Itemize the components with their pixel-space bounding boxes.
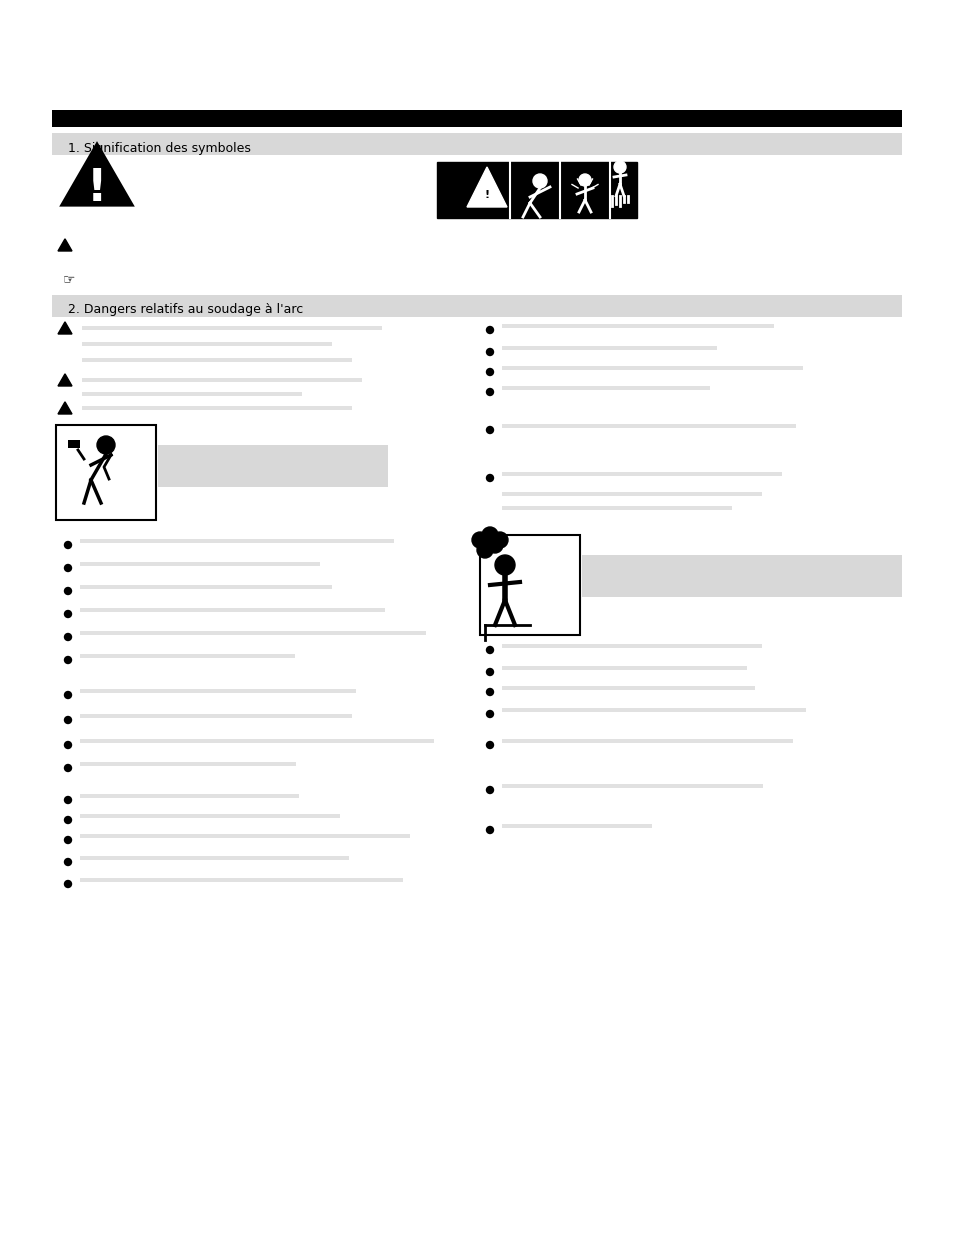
Bar — [82, 326, 381, 330]
Bar — [501, 685, 713, 690]
Circle shape — [65, 858, 71, 866]
Bar — [80, 655, 415, 658]
Bar — [501, 739, 711, 743]
Text: 2. Dangers relatifs au soudage à l'arc: 2. Dangers relatifs au soudage à l'arc — [68, 303, 303, 315]
Bar — [52, 133, 901, 156]
Bar — [82, 391, 302, 396]
Polygon shape — [467, 167, 506, 207]
Circle shape — [472, 532, 488, 548]
Bar — [501, 424, 761, 429]
Bar — [501, 387, 754, 390]
Bar — [501, 366, 793, 370]
Circle shape — [65, 541, 71, 548]
Circle shape — [65, 634, 71, 641]
Circle shape — [65, 657, 71, 663]
Bar — [501, 492, 761, 496]
Polygon shape — [58, 238, 71, 251]
Circle shape — [65, 816, 71, 824]
Circle shape — [65, 836, 71, 844]
Bar — [501, 643, 665, 648]
Bar — [501, 708, 678, 713]
Bar — [68, 440, 80, 448]
Circle shape — [533, 174, 546, 188]
Circle shape — [65, 764, 71, 772]
Bar — [80, 814, 427, 818]
Circle shape — [65, 692, 71, 699]
Text: !: ! — [484, 190, 489, 200]
Bar — [56, 425, 156, 520]
Bar — [80, 794, 407, 798]
Circle shape — [65, 716, 71, 724]
Circle shape — [492, 532, 507, 548]
Text: ☞: ☞ — [63, 272, 75, 287]
Circle shape — [495, 555, 515, 576]
Bar — [80, 739, 431, 743]
Circle shape — [486, 426, 493, 433]
Bar — [80, 631, 430, 635]
Circle shape — [65, 881, 71, 888]
Circle shape — [486, 474, 493, 482]
Bar — [80, 538, 401, 543]
Circle shape — [486, 348, 493, 356]
Bar — [158, 445, 388, 487]
Circle shape — [65, 741, 71, 748]
Bar — [501, 346, 657, 350]
Bar — [501, 324, 708, 329]
Circle shape — [614, 161, 625, 173]
Circle shape — [486, 368, 493, 375]
Circle shape — [486, 537, 502, 553]
Bar — [80, 878, 359, 882]
Bar — [82, 406, 352, 410]
Bar — [501, 666, 745, 671]
Circle shape — [486, 741, 493, 748]
Bar — [80, 689, 387, 693]
Circle shape — [65, 564, 71, 572]
Circle shape — [481, 527, 497, 543]
Polygon shape — [58, 401, 71, 414]
Bar — [581, 555, 901, 597]
Polygon shape — [58, 374, 71, 387]
Bar — [80, 562, 291, 566]
Circle shape — [578, 174, 590, 186]
Bar — [52, 295, 901, 317]
Bar — [501, 472, 781, 475]
Bar — [80, 714, 415, 718]
Polygon shape — [58, 322, 71, 333]
Text: 1. Signification des symboles: 1. Signification des symboles — [68, 142, 251, 154]
Bar — [80, 608, 410, 613]
Bar — [80, 762, 412, 766]
Bar — [82, 378, 361, 382]
Bar — [80, 834, 374, 839]
Bar — [82, 358, 352, 362]
Circle shape — [97, 436, 115, 454]
Text: !: ! — [87, 167, 107, 210]
Bar — [501, 824, 711, 827]
Circle shape — [486, 787, 493, 794]
Circle shape — [65, 797, 71, 804]
Circle shape — [486, 646, 493, 653]
Bar — [436, 162, 637, 219]
Circle shape — [486, 668, 493, 676]
Circle shape — [65, 610, 71, 618]
Bar — [82, 342, 332, 346]
Circle shape — [486, 389, 493, 395]
Polygon shape — [61, 143, 132, 205]
Bar — [52, 110, 901, 127]
Circle shape — [486, 326, 493, 333]
Bar — [501, 506, 731, 510]
Bar — [501, 784, 745, 788]
Circle shape — [486, 826, 493, 834]
Bar — [80, 856, 310, 860]
Bar — [479, 535, 579, 635]
Circle shape — [486, 688, 493, 695]
Circle shape — [65, 588, 71, 594]
Bar — [80, 585, 401, 589]
Circle shape — [476, 542, 493, 558]
Circle shape — [486, 710, 493, 718]
